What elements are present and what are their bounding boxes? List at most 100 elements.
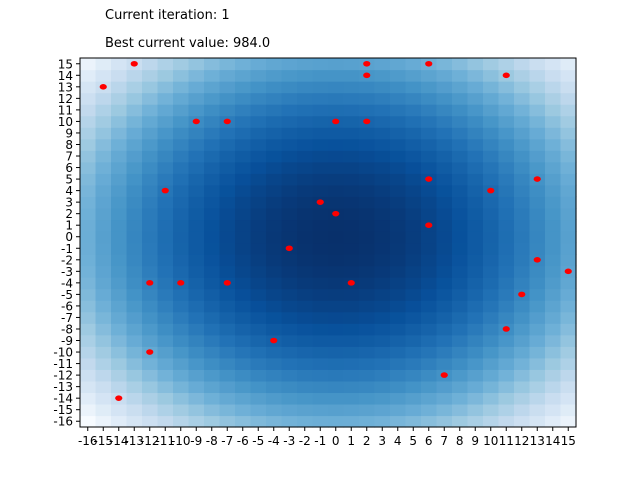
heatmap-cell [281, 127, 298, 140]
heatmap-cell [266, 288, 283, 301]
heatmap-cell [560, 334, 577, 347]
heatmap-cell [95, 254, 112, 267]
heatmap-cell [483, 196, 500, 209]
heatmap-cell [452, 346, 469, 359]
heatmap-cell [436, 207, 453, 221]
heatmap-cell [95, 311, 112, 324]
heatmap-cell [560, 104, 577, 117]
heatmap-cell [235, 92, 252, 105]
heatmap-cell [188, 300, 205, 313]
heatmap-cell [514, 127, 531, 140]
heatmap-cell [545, 311, 562, 324]
heatmap-cell [405, 323, 422, 336]
heatmap-cell [219, 196, 236, 209]
heatmap-cell [483, 357, 500, 370]
heatmap-cell [452, 380, 469, 394]
heatmap-cell [95, 184, 112, 197]
heatmap-cell [297, 196, 314, 209]
heatmap-cell [80, 161, 97, 174]
heatmap-cell [405, 230, 422, 244]
heatmap-cell [297, 184, 314, 197]
heatmap-cell [529, 415, 546, 428]
heatmap-cell [281, 219, 298, 232]
heatmap-cell [405, 138, 422, 151]
heatmap-cell [173, 415, 190, 428]
heatmap-cell [188, 323, 205, 336]
heatmap-cell [219, 230, 236, 244]
heatmap-cell [219, 415, 236, 428]
heatmap-cell [405, 415, 422, 428]
heatmap-cell [390, 254, 407, 267]
heatmap-cell [405, 127, 422, 140]
heatmap-cell [452, 311, 469, 324]
heatmap-cell [142, 403, 159, 417]
heatmap-cell [483, 207, 500, 221]
heatmap-cell [560, 150, 577, 163]
heatmap-cell [545, 58, 562, 71]
heatmap-cell [235, 207, 252, 221]
heatmap-cell [312, 104, 329, 117]
heatmap-cell [390, 115, 407, 128]
heatmap-cell [250, 127, 267, 140]
data-point [425, 222, 433, 228]
heatmap-cell [126, 196, 143, 209]
data-point [425, 176, 433, 182]
heatmap-cell [281, 196, 298, 209]
heatmap-cell [452, 415, 469, 428]
heatmap-cell [436, 173, 453, 186]
heatmap-cell [173, 150, 190, 163]
heatmap-cell [312, 92, 329, 105]
heatmap-cell [359, 150, 376, 163]
heatmap-cell [312, 81, 329, 94]
heatmap-cell [312, 357, 329, 370]
heatmap-cell [95, 92, 112, 105]
heatmap-cell [467, 300, 484, 313]
y-tick-label: -6 [61, 299, 73, 313]
x-tick-label: -6 [237, 434, 249, 448]
heatmap-cell [390, 277, 407, 290]
heatmap-cell [374, 230, 391, 244]
heatmap-cell [436, 254, 453, 267]
data-point [146, 280, 154, 286]
heatmap-cell [173, 403, 190, 417]
heatmap-cell [157, 311, 174, 324]
heatmap-cell [328, 288, 345, 301]
heatmap-cell [514, 392, 531, 405]
heatmap-cell [297, 150, 314, 163]
heatmap-cell [95, 138, 112, 151]
heatmap-cell [204, 207, 221, 221]
heatmap-cell [188, 369, 205, 382]
heatmap-cell [328, 311, 345, 324]
y-tick-label: 14 [58, 69, 73, 83]
heatmap-cell [111, 69, 128, 82]
heatmap-cell [343, 254, 360, 267]
heatmap-cell [157, 323, 174, 336]
heatmap-cell [173, 115, 190, 128]
heatmap-cell [157, 392, 174, 405]
heatmap-cell [390, 81, 407, 94]
heatmap-cell [483, 415, 500, 428]
y-tick-label: 8 [65, 138, 73, 152]
heatmap-cell [157, 380, 174, 394]
heatmap-cell [250, 277, 267, 290]
heatmap-cell [111, 380, 128, 394]
heatmap-cell [297, 311, 314, 324]
heatmap-cell [405, 265, 422, 278]
heatmap-cell [390, 161, 407, 174]
x-tick-label: 9 [471, 434, 479, 448]
y-tick-label: -13 [53, 380, 73, 394]
heatmap-cell [95, 242, 112, 255]
heatmap-cell [142, 265, 159, 278]
heatmap-cell [514, 415, 531, 428]
heatmap-cell [560, 277, 577, 290]
heatmap-cell [111, 58, 128, 71]
heatmap-cell [529, 92, 546, 105]
heatmap-cell [467, 138, 484, 151]
heatmap-cell [219, 357, 236, 370]
data-point [533, 176, 541, 182]
heatmap-cell [142, 138, 159, 151]
heatmap-cell [483, 92, 500, 105]
y-tick-label: 10 [58, 115, 73, 129]
heatmap-cell [142, 323, 159, 336]
heatmap-cell [235, 300, 252, 313]
